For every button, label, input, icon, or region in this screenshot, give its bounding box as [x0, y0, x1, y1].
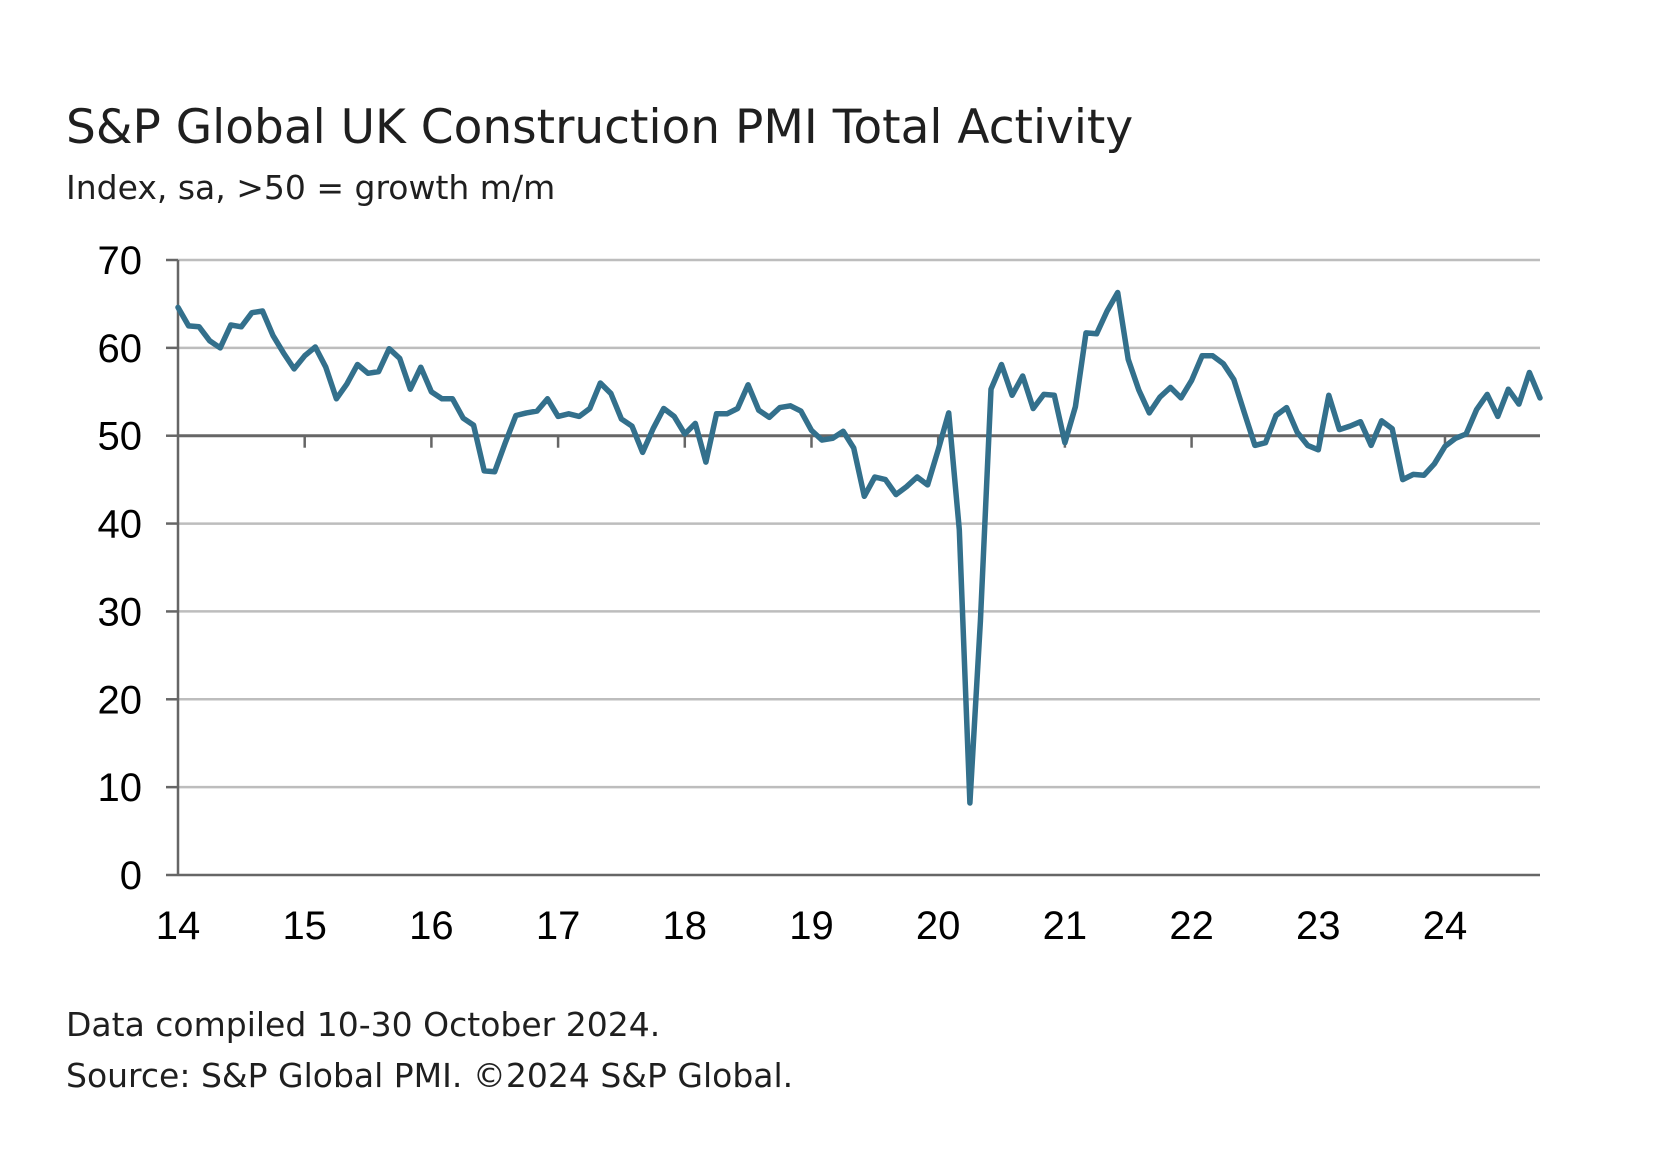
- x-tick-label-23: 23: [1296, 904, 1341, 948]
- chart-title: S&P Global UK Construction PMI Total Act…: [66, 100, 1134, 155]
- y-tick-label-70: 70: [98, 239, 143, 283]
- axes: [166, 258, 1540, 877]
- x-tick-label-16: 16: [409, 904, 454, 948]
- x-tick-label-17: 17: [536, 904, 581, 948]
- x-tick-label-14: 14: [156, 904, 201, 948]
- y-tick-label-40: 40: [98, 503, 143, 547]
- x-tick-label-21: 21: [1043, 904, 1088, 948]
- chart-subtitle: Index, sa, >50 = growth m/m: [66, 168, 556, 207]
- x-tick-label-15: 15: [282, 904, 327, 948]
- x-tick-label-24: 24: [1423, 904, 1468, 948]
- y-tick-label-10: 10: [98, 766, 143, 810]
- footer-data-compiled: Data compiled 10-30 October 2024.: [66, 1005, 661, 1044]
- y-tick-label-30: 30: [98, 590, 143, 634]
- y-tick-label-20: 20: [98, 678, 143, 722]
- x-tick-label-20: 20: [916, 904, 961, 948]
- footer-source: Source: S&P Global PMI. ©2024 S&P Global…: [66, 1056, 794, 1095]
- x-tick-label-19: 19: [789, 904, 834, 948]
- y-tick-label-50: 50: [98, 415, 143, 459]
- tick-labels: 0 10 20 30 40 50 60 70 14 15 16 17 18 19 20 21 22 23 24: [98, 239, 1468, 948]
- series-layer: [175, 289, 1543, 806]
- series-line-0: [175, 289, 1543, 806]
- gridlines: [178, 258, 1540, 789]
- x-tick-label-18: 18: [663, 904, 708, 948]
- y-tick-label-60: 60: [98, 327, 143, 371]
- y-tick-label-0: 0: [120, 854, 142, 898]
- x-tick-label-22: 22: [1169, 904, 1214, 948]
